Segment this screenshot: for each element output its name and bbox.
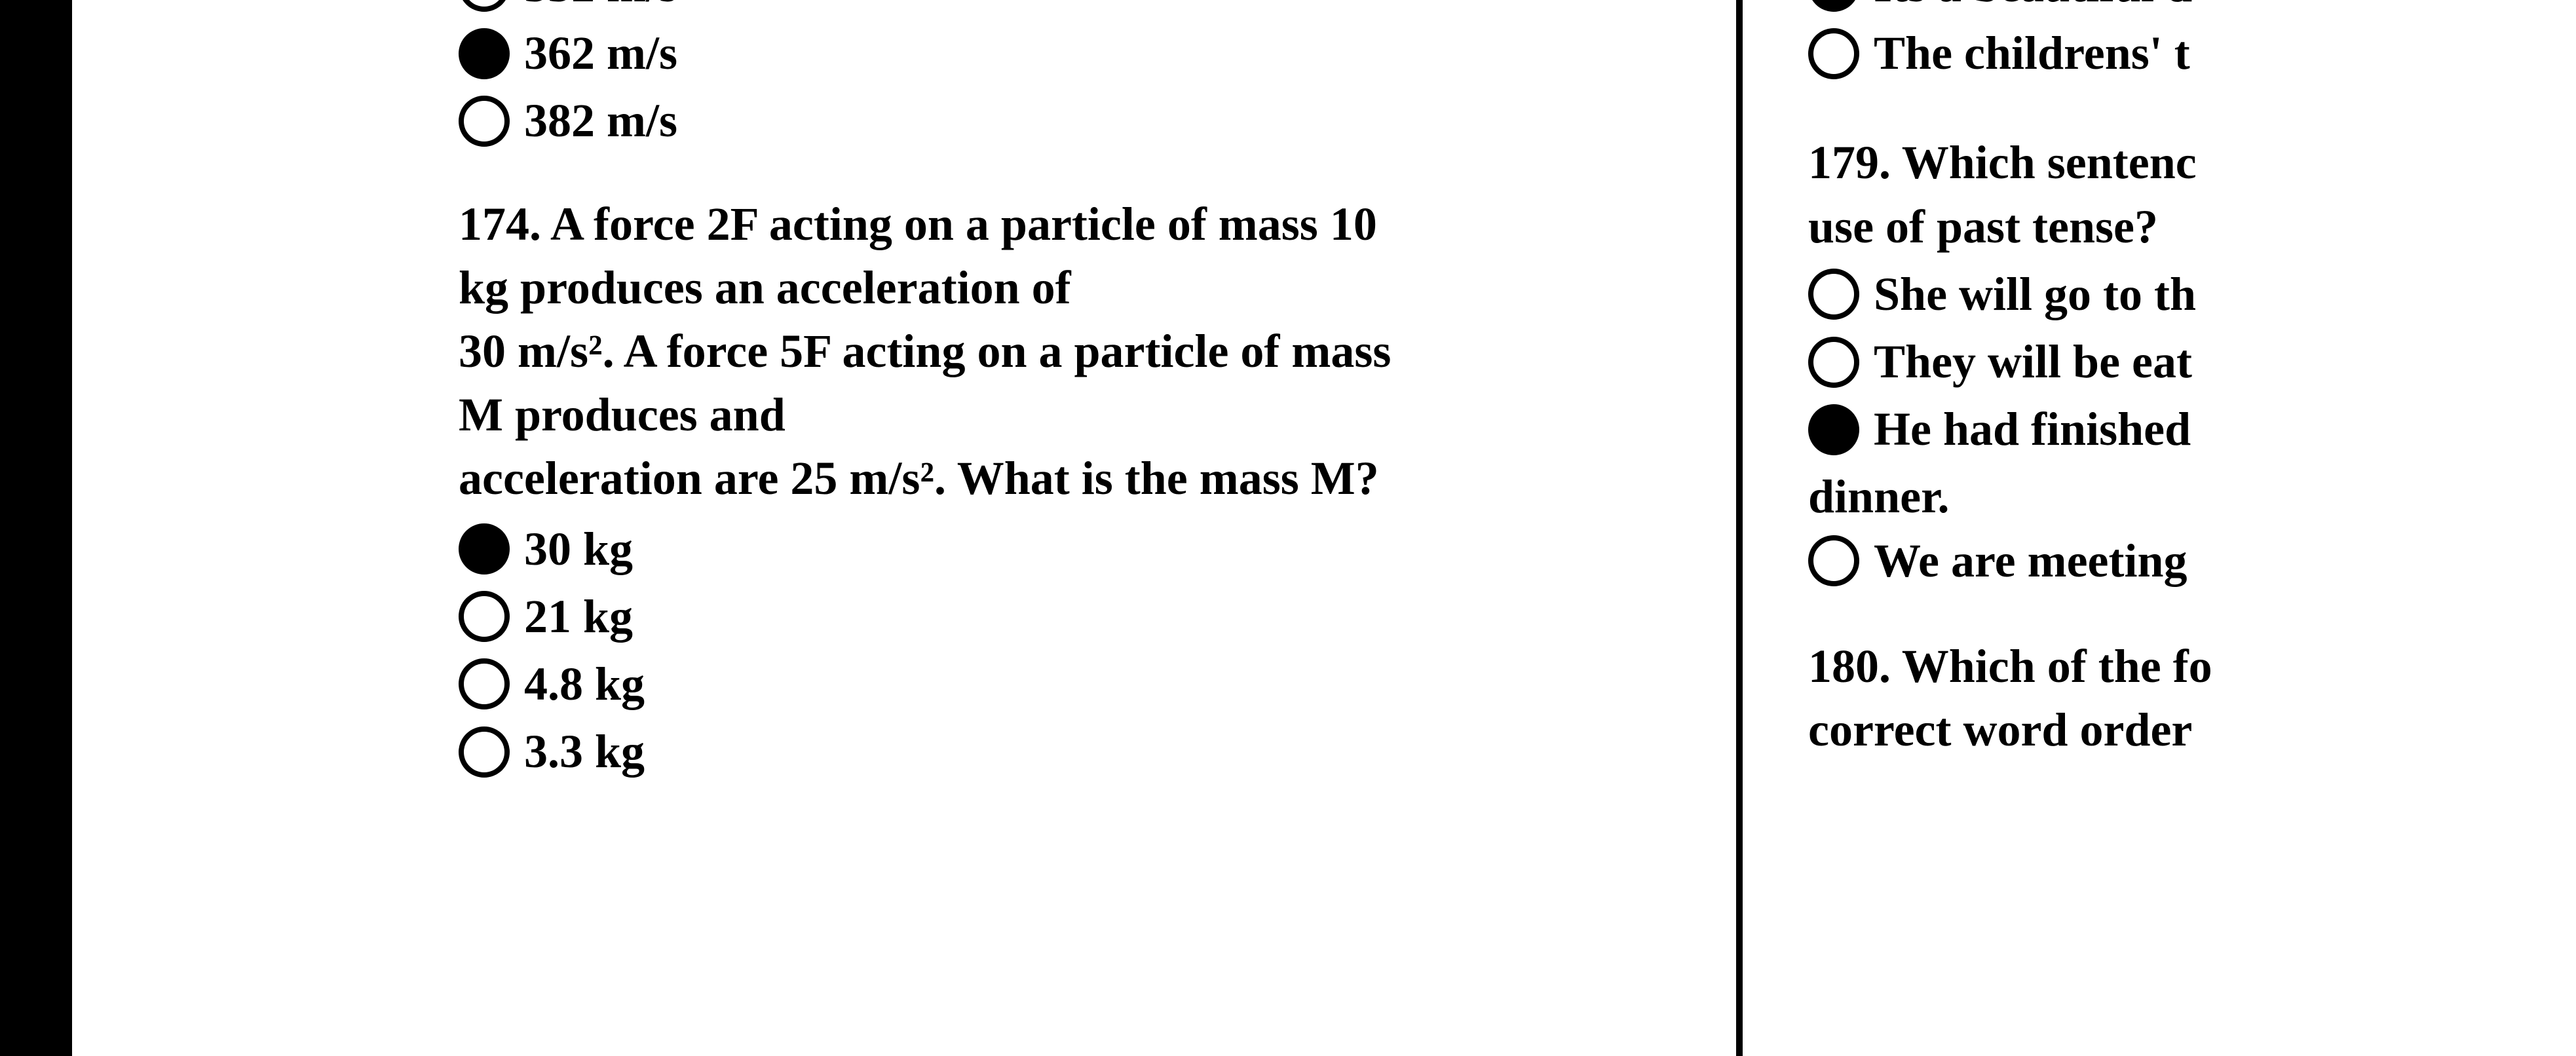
q179-option-we[interactable]: We are meeting <box>1808 529 2576 593</box>
q178-option-childrens[interactable]: The childrens' t <box>1808 22 2576 85</box>
q174-option-21kg[interactable]: 21 kg <box>459 585 1651 649</box>
radio-icon <box>459 726 510 778</box>
option-label: 3.3 kg <box>524 720 645 783</box>
option-label: 30 kg <box>524 518 633 581</box>
q180-line1: 180. Which of the fo <box>1808 635 2576 698</box>
q179-line2: use of past tense? <box>1808 195 2576 259</box>
radio-icon <box>1808 404 1859 455</box>
q173-options-tail: 332 m/s 362 m/s 382 m/s <box>459 0 1651 153</box>
column-divider <box>1736 0 1743 1056</box>
radio-icon <box>459 658 510 709</box>
option-label: We are meeting <box>1874 529 2188 593</box>
q179-option-they[interactable]: They will be eat <box>1808 330 2576 394</box>
q179-option-she[interactable]: She will go to th <box>1808 263 2576 326</box>
q178-option-beautiful[interactable]: Its a beautiful d <box>1808 0 2576 18</box>
q173-option-332[interactable]: 332 m/s <box>459 0 1651 18</box>
radio-icon <box>1808 269 1859 320</box>
option-label: 382 m/s <box>524 89 677 153</box>
q174-option-3-3kg[interactable]: 3.3 kg <box>459 720 1651 783</box>
q173-option-382[interactable]: 382 m/s <box>459 89 1651 153</box>
q179-continuation: dinner. <box>1808 465 2576 529</box>
q180-text: 180. Which of the fo correct word order <box>1808 635 2576 762</box>
q179-options: She will go to th They will be eat He ha… <box>1808 263 2576 593</box>
q174-line5: acceleration are 25 m/s². What is the ma… <box>459 447 1651 510</box>
radio-icon <box>459 96 510 147</box>
q174-line2: kg produces an acceleration of <box>459 256 1651 320</box>
option-label: She will go to th <box>1874 263 2196 326</box>
q173-option-362[interactable]: 362 m/s <box>459 22 1651 85</box>
q174-options: 30 kg 21 kg 4.8 kg 3.3 kg <box>459 518 1651 784</box>
radio-icon <box>459 591 510 642</box>
q174-text: 174. A force 2F acting on a particle of … <box>459 193 1651 511</box>
q174-line3: 30 m/s². A force 5F acting on a particle… <box>459 320 1651 383</box>
q174-line4: M produces and <box>459 383 1651 447</box>
radio-icon <box>1808 337 1859 388</box>
radio-icon <box>459 28 510 79</box>
q174-option-30kg[interactable]: 30 kg <box>459 518 1651 581</box>
option-label: 332 m/s <box>524 0 677 18</box>
q179-option-he[interactable]: He had finished <box>1808 398 2576 461</box>
q174-line1: 174. A force 2F acting on a particle of … <box>459 193 1651 256</box>
radio-icon <box>1808 28 1859 79</box>
option-label: He had finished <box>1874 398 2191 461</box>
q178-options-tail: Its a beautiful d The childrens' t <box>1808 0 2576 85</box>
option-label: They will be eat <box>1874 330 2192 394</box>
q179-text: 179. Which sentenc use of past tense? <box>1808 131 2576 258</box>
q179-line1: 179. Which sentenc <box>1808 131 2576 195</box>
option-label: 4.8 kg <box>524 652 645 716</box>
radio-icon <box>459 523 510 575</box>
column-right: Its a beautiful d The childrens' t 179. … <box>1808 0 2576 762</box>
page-root: 332 m/s 362 m/s 382 m/s 174. A force 2F … <box>0 0 2576 1056</box>
left-edge-bar <box>0 0 72 1056</box>
option-label: 362 m/s <box>524 22 677 85</box>
radio-icon <box>1808 0 1859 12</box>
q180-line2: correct word order <box>1808 698 2576 762</box>
radio-icon <box>1808 535 1859 586</box>
option-label: Its a beautiful d <box>1874 0 2192 18</box>
q174-option-4-8kg[interactable]: 4.8 kg <box>459 652 1651 716</box>
option-label: The childrens' t <box>1874 22 2190 85</box>
option-label: 21 kg <box>524 585 633 649</box>
column-left: 332 m/s 362 m/s 382 m/s 174. A force 2F … <box>459 0 1651 787</box>
radio-icon <box>459 0 510 12</box>
